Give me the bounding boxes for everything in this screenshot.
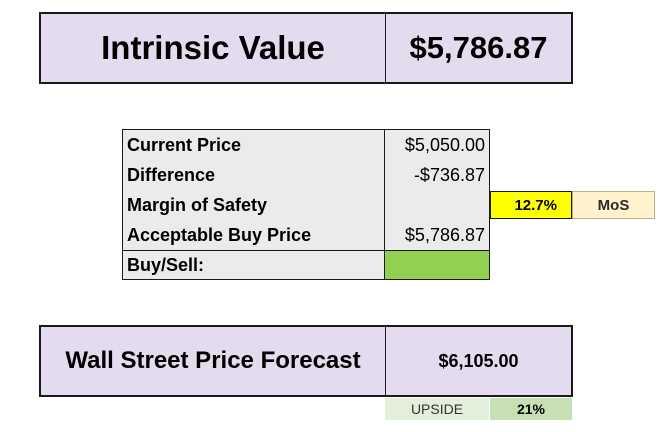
current-price-label[interactable]: Current Price	[127, 135, 242, 155]
margin-of-safety-label[interactable]: Margin of Safety	[127, 195, 268, 215]
price-table-row-divider	[122, 250, 490, 251]
margin-of-safety-percent[interactable]: 12.7%	[490, 191, 572, 219]
price-table-column-divider	[384, 129, 385, 280]
acceptable-buy-price-value[interactable]: $5,786.87	[404, 225, 485, 245]
price-forecast-value[interactable]: $6,105.00	[385, 325, 573, 397]
margin-of-safety-value[interactable]	[385, 191, 489, 220]
intrinsic-value-label[interactable]: Intrinsic Value	[39, 12, 386, 84]
acceptable-buy-price-label[interactable]: Acceptable Buy Price	[127, 225, 312, 245]
buy-sell-label[interactable]: Buy/Sell:	[127, 254, 205, 275]
difference-label[interactable]: Difference	[127, 165, 216, 185]
difference-value[interactable]: -$736.87	[413, 165, 485, 185]
mos-tag[interactable]: MoS	[572, 191, 655, 219]
intrinsic-value-amount[interactable]: $5,786.87	[385, 12, 573, 84]
price-forecast-label[interactable]: Wall Street Price Forecast	[39, 325, 386, 397]
upside-label[interactable]: UPSIDE	[385, 398, 489, 420]
buy-sell-indicator[interactable]	[385, 251, 489, 279]
current-price-value[interactable]: $5,050.00	[404, 135, 485, 155]
upside-value[interactable]: 21%	[490, 398, 572, 420]
